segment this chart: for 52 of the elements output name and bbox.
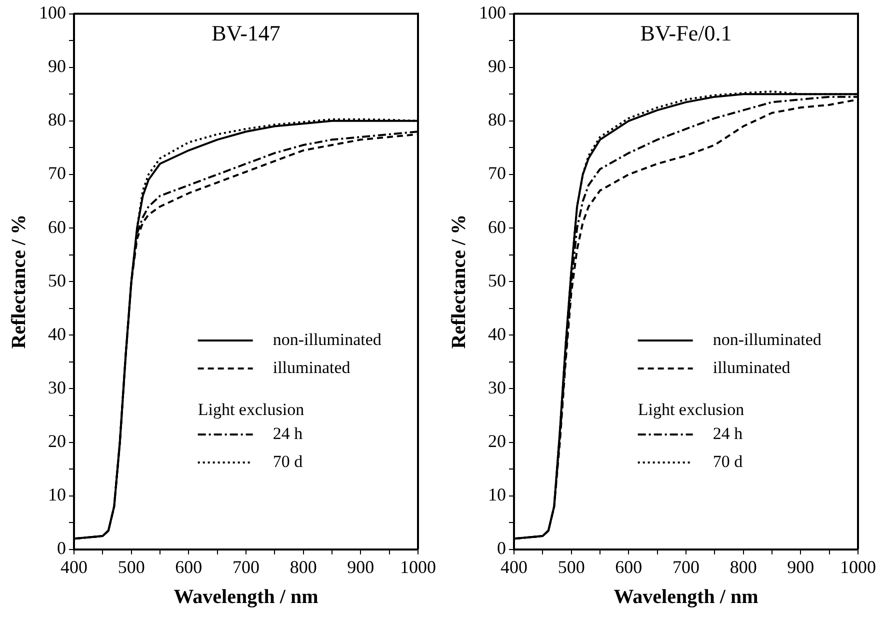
y-tick-label: 20 [48,431,66,452]
y-tick-label: 40 [488,324,506,344]
x-axis-title: Wavelength / nm [614,586,759,608]
y-tick-label: 50 [488,270,506,290]
x-tick-label: 600 [615,556,642,577]
x-tick-label: 1000 [840,556,876,577]
y-tick-label: 0 [497,538,506,558]
x-tick-label: 400 [60,556,88,577]
legend-label: 24 h [272,424,304,443]
chart-title: BV-Fe/0.1 [640,20,732,46]
y-tick-label: 100 [39,2,66,23]
x-tick-label: 500 [558,556,585,577]
y-tick-label: 10 [488,484,506,505]
y-tick-label: 50 [48,270,66,290]
legend-label: illuminated [272,358,351,377]
legend-title: Light exclusion [638,400,745,419]
x-tick-label: 900 [347,556,374,577]
y-tick-label: 100 [479,2,506,23]
legend-label: non-illuminated [272,330,382,349]
x-tick-label: 800 [730,556,757,577]
x-tick-label: 600 [175,556,202,577]
legend-label: 70 d [712,452,744,471]
legend-label: illuminated [712,358,791,377]
legend-label: 24 h [712,424,744,443]
legend-title: Light exclusion [198,400,305,419]
y-tick-label: 90 [488,56,506,76]
x-axis-title: Wavelength / nm [174,586,319,608]
y-tick-label: 40 [48,324,66,344]
y-axis-title: Reflectance / % [8,214,30,349]
y-tick-label: 30 [488,377,506,398]
y-tick-label: 60 [488,216,506,237]
x-tick-label: 1000 [400,556,436,577]
y-tick-label: 80 [488,110,506,130]
y-tick-label: 30 [48,377,66,398]
x-tick-label: 700 [672,556,700,577]
y-tick-label: 80 [48,110,66,130]
y-tick-label: 70 [488,163,506,184]
x-tick-label: 900 [787,556,814,577]
legend-label: 70 d [272,452,304,471]
x-tick-label: 700 [232,556,260,577]
y-tick-label: 10 [48,484,66,505]
y-tick-label: 20 [488,431,506,452]
x-tick-label: 500 [118,556,145,577]
x-tick-label: 400 [500,556,528,577]
y-axis-title: Reflectance / % [448,214,470,349]
chart-title: BV-147 [212,20,280,46]
y-tick-label: 60 [48,216,66,237]
y-tick-label: 90 [48,56,66,76]
x-tick-label: 800 [290,556,317,577]
y-tick-label: 0 [57,538,66,558]
legend-label: non-illuminated [712,330,822,349]
y-tick-label: 70 [48,163,66,184]
